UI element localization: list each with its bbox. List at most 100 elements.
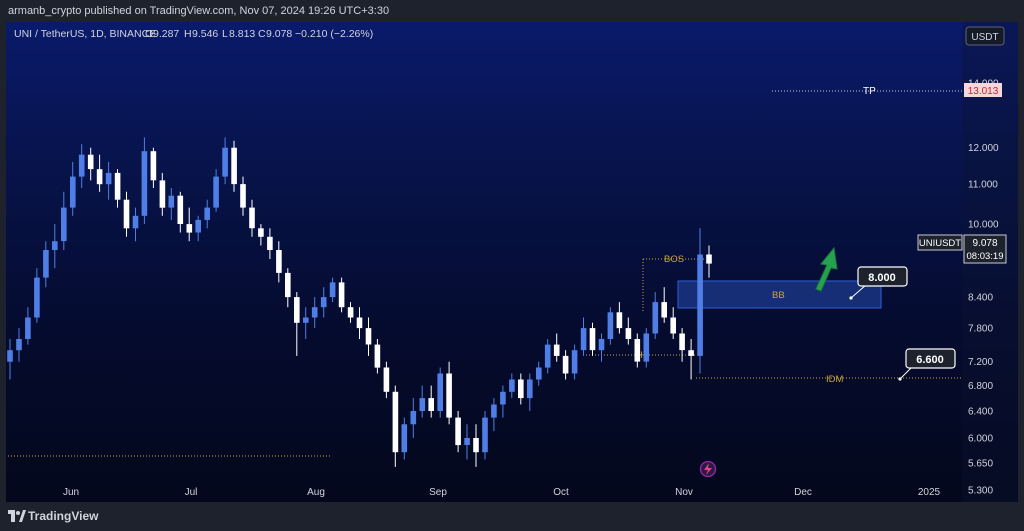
bb-zone[interactable] — [677, 280, 882, 309]
price-tick: 5.650 — [968, 459, 993, 470]
up-arrow-icon[interactable] — [815, 246, 838, 292]
candle-bull[interactable] — [52, 241, 58, 250]
candle-bull[interactable] — [16, 339, 22, 351]
candle-bear[interactable] — [294, 297, 300, 323]
candle-bear[interactable] — [159, 180, 166, 208]
candle-bull[interactable] — [482, 417, 488, 453]
candle-bull[interactable] — [311, 307, 318, 318]
last-price: 9.078 — [972, 238, 997, 249]
legend-close: 9.078 — [266, 28, 292, 40]
candle-bull[interactable] — [168, 195, 175, 208]
candle-bull[interactable] — [437, 373, 443, 412]
candle-bear[interactable] — [150, 151, 157, 181]
candle-bear[interactable] — [347, 307, 354, 318]
candle-bull[interactable] — [580, 328, 587, 351]
candle-bear[interactable] — [249, 207, 255, 229]
candle-bull[interactable] — [195, 219, 201, 233]
candle-bear[interactable] — [177, 195, 184, 224]
candle-bear[interactable] — [96, 169, 103, 185]
candle-bear[interactable] — [114, 172, 121, 200]
candle-bull[interactable] — [70, 176, 76, 208]
candle-bear[interactable] — [267, 236, 273, 250]
legend-open-label: O — [145, 28, 153, 40]
candle-bear[interactable] — [258, 228, 264, 237]
lightning-glyph-icon — [704, 463, 712, 475]
candle-bull[interactable] — [34, 277, 40, 318]
candle-bull[interactable] — [491, 404, 497, 418]
candle-bull[interactable] — [132, 215, 139, 229]
candle-bull[interactable] — [464, 438, 470, 445]
candle-bear[interactable] — [240, 184, 246, 208]
price-chart[interactable]: UNI / TetherUS, 1D, BINANCE O 9.287 H 9.… — [6, 22, 1018, 502]
candle-bear[interactable] — [562, 355, 569, 374]
candle-bull[interactable] — [652, 302, 659, 334]
candles[interactable] — [7, 137, 712, 467]
candle-bear[interactable] — [589, 328, 596, 351]
candle-bull[interactable] — [213, 176, 219, 208]
time-label: Dec — [794, 487, 812, 498]
candle-bull[interactable] — [43, 250, 49, 278]
candle-bull[interactable] — [7, 350, 13, 362]
candle-bear[interactable] — [670, 317, 676, 334]
tradingview-logo-icon — [8, 510, 26, 522]
candle-bull[interactable] — [697, 254, 703, 356]
candle-bear[interactable] — [392, 391, 399, 453]
candle-bear[interactable] — [679, 333, 685, 351]
candle-bull[interactable] — [222, 147, 228, 177]
price-tick: 6.000 — [968, 434, 993, 445]
bb-label: BB — [772, 290, 785, 301]
candle-bull[interactable] — [527, 379, 533, 399]
candle-bull[interactable] — [419, 398, 426, 411]
candle-bull[interactable] — [141, 151, 148, 216]
callout-low-value: 6.600 — [916, 354, 944, 366]
candle-bull[interactable] — [571, 350, 578, 374]
candle-bull[interactable] — [509, 379, 515, 392]
candle-bear[interactable] — [365, 328, 372, 345]
candle-bull[interactable] — [78, 154, 85, 177]
candle-bear[interactable] — [231, 147, 237, 185]
candle-bull[interactable] — [410, 411, 417, 425]
candle-bull[interactable] — [607, 312, 614, 339]
candle-bear[interactable] — [374, 344, 381, 368]
candle-bear[interactable] — [338, 282, 345, 308]
candle-bull[interactable] — [61, 207, 67, 242]
candle-bull[interactable] — [105, 172, 112, 185]
candle-bear[interactable] — [455, 417, 461, 446]
candle-bear[interactable] — [87, 154, 94, 170]
candle-bear[interactable] — [383, 367, 390, 392]
candle-bear[interactable] — [276, 250, 282, 273]
candle-bear[interactable] — [285, 272, 291, 298]
candle-bull[interactable] — [536, 367, 542, 380]
candle-bear[interactable] — [446, 373, 452, 418]
candle-bear[interactable] — [123, 199, 130, 229]
symbol-badge-label: UNIUSDT — [919, 238, 961, 249]
candle-bear[interactable] — [428, 398, 434, 411]
price-tick: 7.200 — [968, 357, 993, 368]
candle-bull[interactable] — [25, 317, 31, 340]
price-tick: 6.800 — [968, 381, 993, 392]
candle-bear[interactable] — [625, 328, 632, 339]
candle-bull[interactable] — [303, 317, 309, 323]
candle-bear[interactable] — [553, 344, 560, 356]
candle-bull[interactable] — [544, 344, 551, 368]
candle-bull[interactable] — [320, 297, 327, 308]
candle-bear[interactable] — [634, 339, 641, 362]
callout-high[interactable] — [857, 266, 908, 287]
candle-bull[interactable] — [401, 424, 408, 453]
candle-bull[interactable] — [500, 391, 506, 405]
candle-bear[interactable] — [186, 224, 193, 233]
candle-bull[interactable] — [643, 333, 650, 362]
candle-bull[interactable] — [204, 207, 210, 220]
candle-bear[interactable] — [661, 302, 667, 318]
candle-bear[interactable] — [688, 350, 694, 356]
candle-bear[interactable] — [616, 312, 623, 329]
currency-button[interactable] — [965, 26, 1005, 46]
candle-bear[interactable] — [518, 379, 524, 399]
candle-bear[interactable] — [356, 317, 363, 329]
candle-bull[interactable] — [329, 282, 336, 298]
callout-low[interactable] — [905, 348, 956, 369]
chart-area[interactable]: UNI / TetherUS, 1D, BINANCE O 9.287 H 9.… — [6, 22, 1018, 502]
candle-bear[interactable] — [473, 438, 479, 453]
candle-bear[interactable] — [706, 254, 712, 264]
candle-bull[interactable] — [598, 339, 605, 351]
